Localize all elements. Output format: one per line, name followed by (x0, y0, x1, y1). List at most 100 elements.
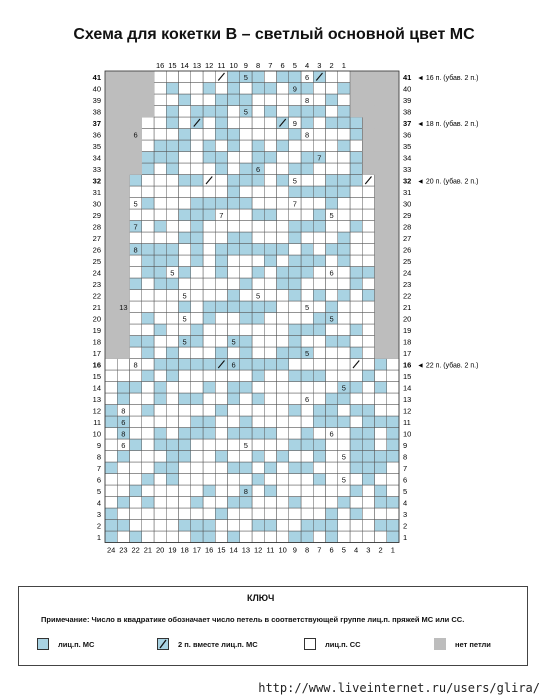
no-stitch-cell (386, 231, 400, 244)
cc-cell (227, 519, 240, 532)
cc-cell (349, 415, 363, 428)
mc-cell (313, 450, 326, 463)
cc-cell (313, 484, 326, 497)
mc-cell (264, 82, 277, 95)
cc-cell (202, 346, 216, 359)
cc-cell (141, 415, 155, 428)
cc-cell (190, 70, 204, 83)
mc-cell (227, 381, 240, 394)
cc-cell (264, 128, 277, 141)
column-number-bottom: 16 (205, 546, 213, 555)
cc-cell (202, 461, 216, 474)
mc-cell (227, 461, 240, 474)
column-number-bottom: 22 (131, 546, 139, 555)
cc-cell (300, 174, 314, 187)
cc-cell (337, 461, 351, 474)
mc-cell (202, 519, 216, 532)
cc-cell (349, 519, 363, 532)
cc-cell (202, 243, 216, 256)
no-stitch-cell (104, 231, 118, 244)
no-stitch-cell (104, 243, 118, 256)
mc-cell (313, 289, 326, 302)
no-stitch-cell (374, 208, 387, 221)
cc-cell (190, 82, 204, 95)
cc-cell (166, 381, 179, 394)
no-stitch-cell (386, 174, 400, 187)
row-number-right: 32 (403, 177, 411, 186)
cc-cell (190, 346, 204, 359)
cc-cell (166, 323, 179, 336)
no-stitch-cell (104, 323, 118, 336)
cc-cell (239, 404, 253, 417)
no-stitch-cell (386, 197, 400, 210)
cc-cell (166, 404, 179, 417)
mc-cell (117, 519, 130, 532)
no-stitch-cell (104, 174, 118, 187)
cc-cell (178, 162, 191, 175)
mc-cell (325, 519, 338, 532)
mc-cell (239, 231, 253, 244)
cc-cell (227, 484, 240, 497)
mc-cell (251, 151, 265, 164)
cc-cell (264, 530, 277, 543)
cc-cell (215, 174, 228, 187)
mc-cell (276, 277, 289, 290)
cc-cell (190, 139, 204, 152)
mc-cell (239, 461, 253, 474)
cell-count-label: 6 (330, 430, 334, 439)
cc-cell (215, 323, 228, 336)
mc-cell (313, 254, 326, 267)
cc-cell (166, 335, 179, 348)
no-stitch-cell (386, 346, 400, 359)
no-stitch-cell (141, 70, 155, 83)
no-stitch-cell (104, 82, 118, 95)
cell-count-label: 5 (183, 292, 187, 301)
cc-cell (153, 82, 167, 95)
cell-count-label: 8 (134, 361, 138, 370)
cc-cell (276, 507, 289, 520)
cc-cell (227, 346, 240, 359)
mc-cell (264, 461, 277, 474)
cc-cell (325, 139, 338, 152)
no-stitch-cell (129, 116, 142, 129)
mc-cell (362, 415, 375, 428)
cc-cell (190, 312, 204, 325)
row-number-left: 10 (93, 430, 101, 439)
no-stitch-cell (374, 300, 387, 313)
mc-cell (190, 415, 204, 428)
column-number-bottom: 8 (305, 546, 309, 555)
no-stitch-cell (104, 208, 118, 221)
mc-cell (166, 450, 179, 463)
no-stitch-cell (386, 93, 400, 106)
cc-cell (362, 312, 375, 325)
mc-cell (166, 243, 179, 256)
mc-cell (227, 243, 240, 256)
cc-cell (337, 93, 351, 106)
no-stitch-cell (386, 82, 400, 95)
cc-cell (276, 220, 289, 233)
cc-cell (300, 231, 314, 244)
cc-cell (264, 496, 277, 509)
cc-cell (288, 392, 302, 405)
mc-cell (337, 335, 351, 348)
cc-cell (288, 415, 302, 428)
mc-cell (141, 473, 155, 486)
cc-cell (374, 392, 387, 405)
cc-cell (104, 438, 118, 451)
mc-cell (153, 220, 167, 233)
row-number-left: 2 (97, 522, 101, 531)
mc-cell (300, 82, 314, 95)
mc-cell (227, 300, 240, 313)
cc-cell (141, 358, 155, 371)
cc-cell (313, 346, 326, 359)
cc-cell (337, 507, 351, 520)
no-stitch-cell (104, 151, 118, 164)
mc-cell (386, 450, 400, 463)
row-number-left: 28 (93, 223, 101, 232)
cc-cell (325, 70, 338, 83)
cc-cell (313, 139, 326, 152)
row-number-left: 16 (93, 361, 101, 370)
mc-cell (202, 381, 216, 394)
mc-cell (239, 277, 253, 290)
mc-cell (215, 450, 228, 463)
